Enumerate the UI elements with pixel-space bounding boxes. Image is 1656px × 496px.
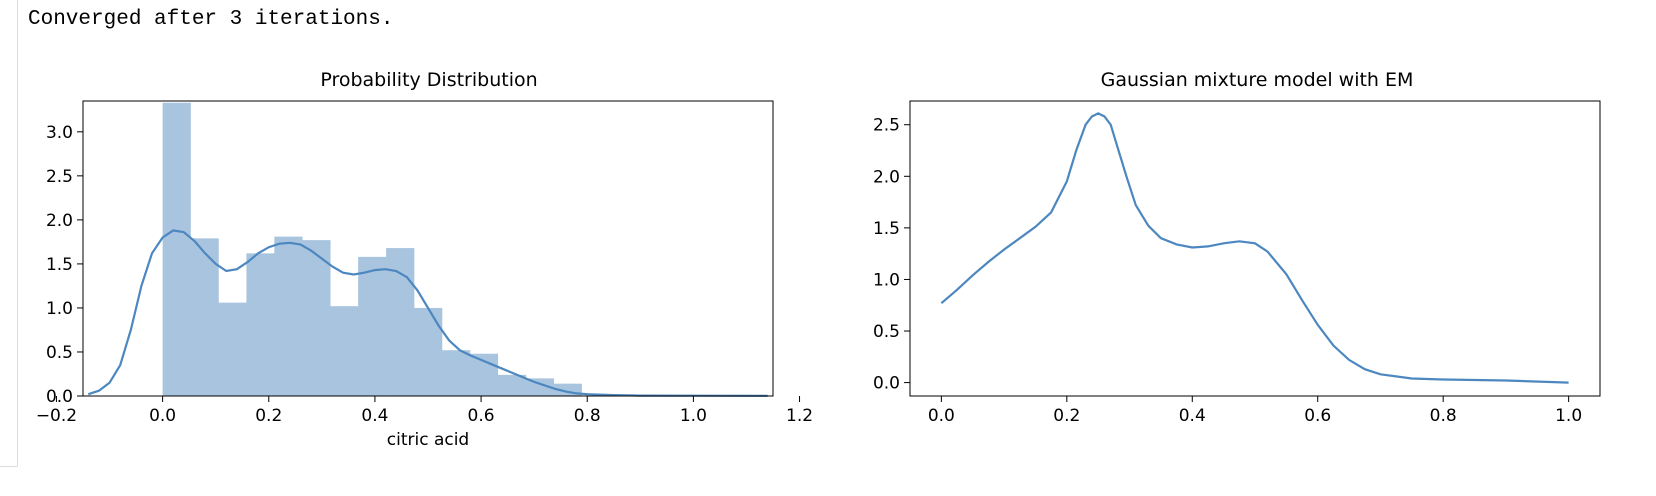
y-tick-label: 2.0 [46,211,73,231]
x-tick-label: 0.8 [574,406,601,426]
chart-title: Gaussian mixture model with EM [1101,69,1414,91]
y-tick-label: 0.5 [873,322,900,342]
y-tick-label: 1.0 [46,299,73,319]
histogram-bar [497,374,527,396]
x-tick-label: 1.0 [1555,406,1582,426]
histogram-bar [441,350,471,396]
y-tick-label: 2.5 [46,167,73,187]
x-axis-ticks: −0.2 0.0 0.2 0.4 0.6 0.8 1.0 1.2 [36,396,813,426]
x-tick-label: 1.0 [680,406,707,426]
x-tick-label: 0.4 [361,406,388,426]
x-tick-label: 0.0 [928,406,955,426]
x-tick-label: 0.0 [149,406,176,426]
y-tick-label: 0.0 [873,374,900,394]
x-axis-ticks: 0.0 0.2 0.4 0.6 0.8 1.0 [928,396,1582,426]
y-axis-ticks: 0.0 0.5 1.0 1.5 2.0 2.5 [873,116,910,394]
x-axis-label: citric acid [387,430,469,450]
y-tick-label: 0.0 [46,387,73,407]
x-tick-label: 0.2 [1053,406,1080,426]
y-tick-label: 1.5 [873,219,900,239]
plot-frame [82,100,774,397]
plot-frame [909,100,1601,397]
kde-line [87,229,768,397]
histogram-bar [246,253,275,396]
histogram-bar [190,238,219,396]
y-tick-label: 3.0 [46,123,73,143]
y-tick-label: 1.5 [46,255,73,275]
chart-gaussian-mixture: Gaussian mixture model with EM 0.0 0.2 0.4… [873,69,1601,426]
y-axis-ticks: 0.0 0.5 1.0 1.5 2.0 2.5 3.0 [46,123,83,407]
chart-title: Probability Distribution [320,69,537,91]
histogram-bar [330,306,359,396]
x-tick-label: 0.2 [255,406,282,426]
chart-probability-distribution: Probability Distribution −0.2 0.0 0.2 0.4 0.… [36,69,813,450]
x-tick-label: 0.6 [468,406,495,426]
x-tick-label: 1.2 [786,406,813,426]
series-line [940,112,1569,384]
x-tick-label: 0.6 [1304,406,1331,426]
histogram-bars [162,102,582,396]
histogram-bar [525,378,554,396]
y-tick-label: 0.5 [46,343,73,363]
output-cell-gutter [0,0,18,467]
histogram-bar [162,102,191,396]
y-tick-label: 1.0 [873,270,900,290]
x-tick-label: 0.8 [1430,406,1457,426]
output-text: Converged after 3 iterations. [28,8,394,31]
x-tick-label: 0.4 [1179,406,1206,426]
histogram-bar [414,307,443,396]
histogram-bar [358,256,387,396]
histogram-bar [218,302,247,396]
histogram-bar [274,236,303,396]
x-tick-label: −0.2 [36,406,77,426]
y-tick-label: 2.0 [873,167,900,187]
y-tick-label: 2.5 [873,116,900,136]
histogram-bar [302,240,331,396]
